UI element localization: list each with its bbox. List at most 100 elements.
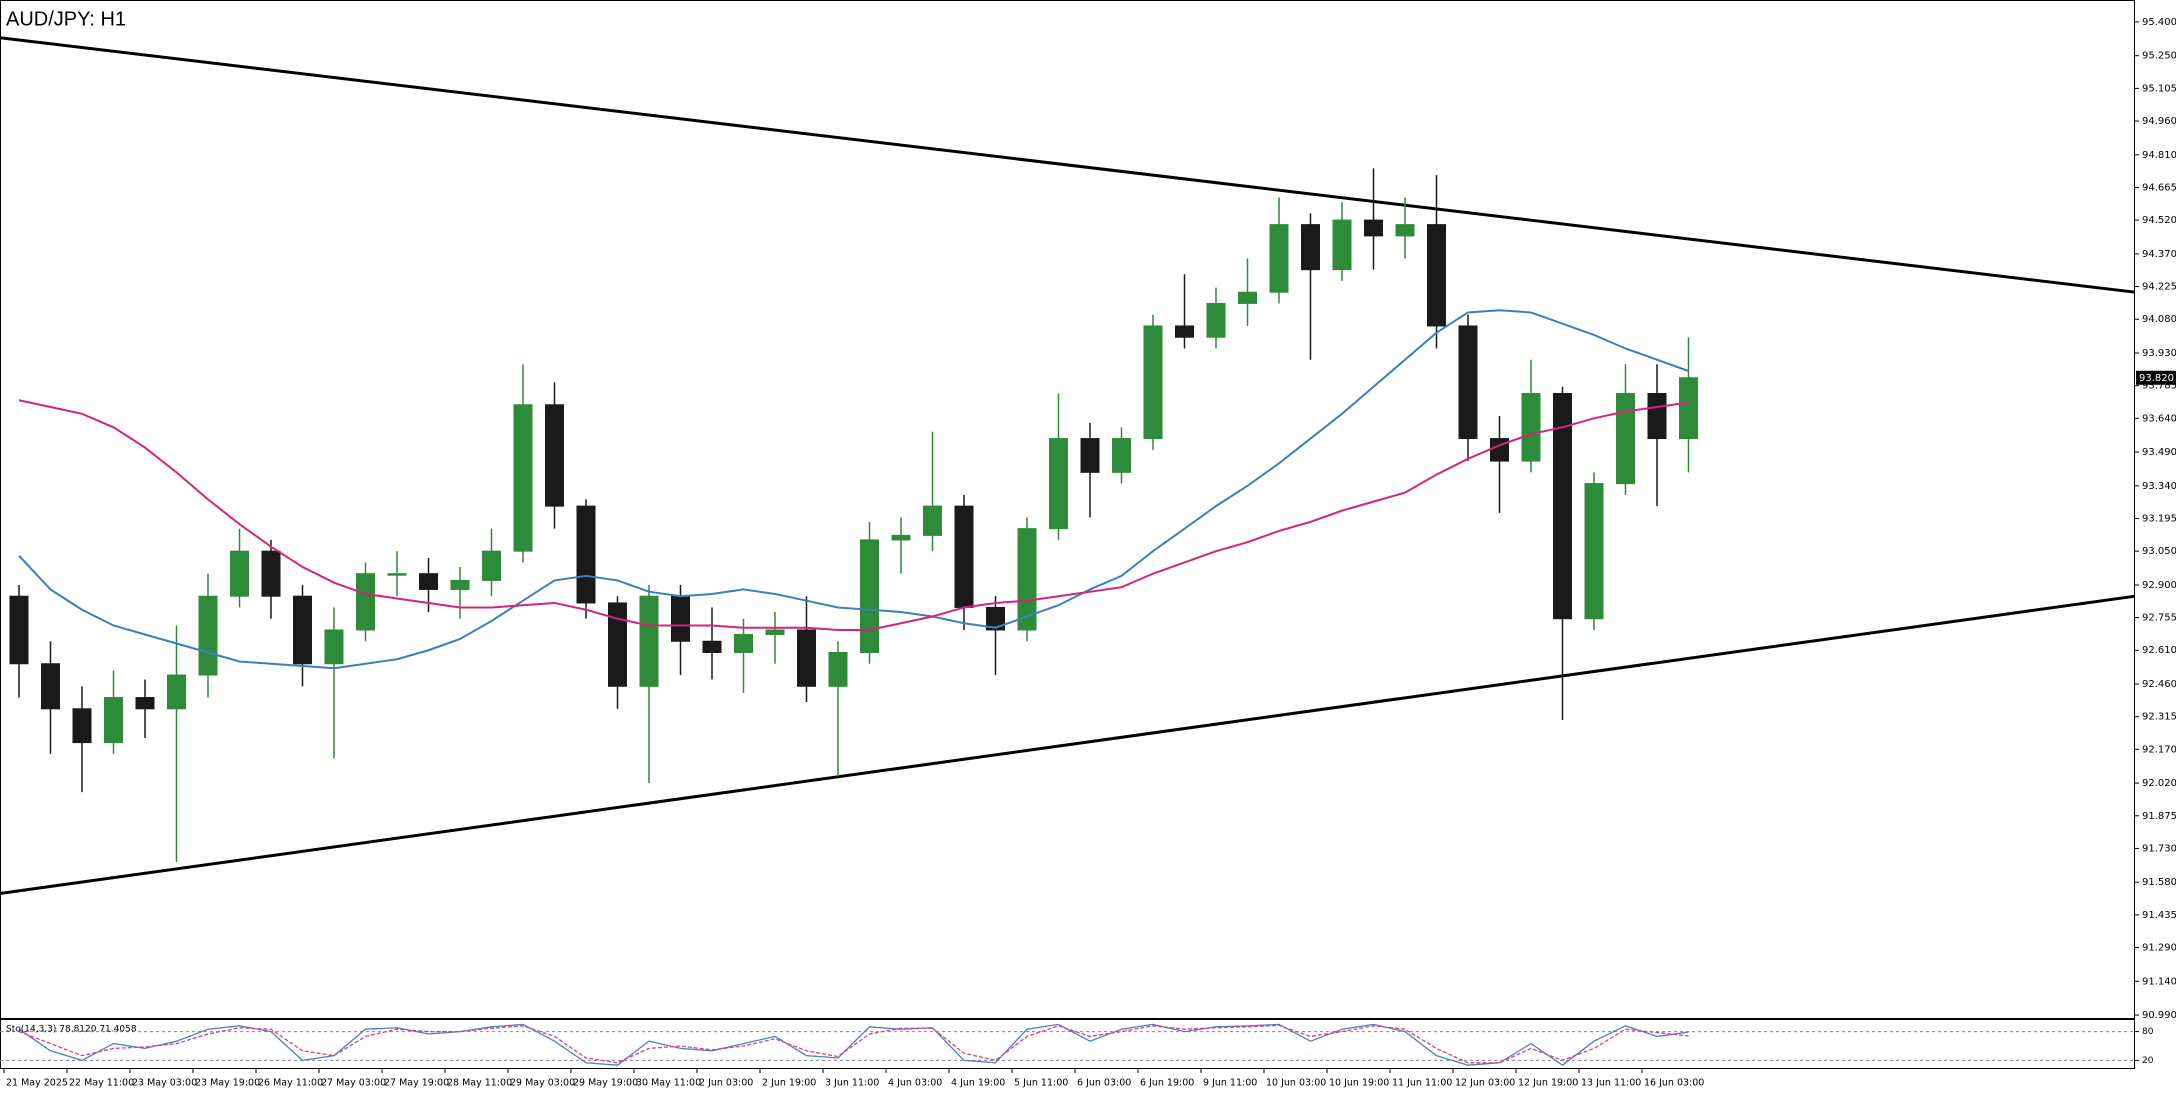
- y-tick-label: 93.640: [2142, 413, 2176, 424]
- y-tick-label: 94.960: [2142, 116, 2176, 127]
- candle-body: [1269, 224, 1289, 293]
- candle-body: [1616, 393, 1635, 485]
- y-tick-label: 91.580: [2142, 877, 2176, 888]
- x-tick-label: 12 Jun 03:00: [1455, 1078, 1515, 1089]
- y-tick-label: 90.990: [2142, 1010, 2176, 1021]
- candle-body: [324, 629, 344, 665]
- x-tick-label: 28 May 11:00: [447, 1078, 512, 1089]
- candle-body: [1112, 438, 1131, 473]
- candle-body: [545, 404, 564, 507]
- x-tick-label: 9 Jun 11:00: [1203, 1078, 1257, 1089]
- candle-body: [1395, 224, 1415, 237]
- y-tick-label: 94.080: [2142, 314, 2176, 325]
- x-tick-label: 16 Jun 03:00: [1644, 1078, 1704, 1089]
- x-tick-label: 4 Jun 03:00: [888, 1078, 942, 1089]
- y-tick-label: 95.250: [2142, 51, 2176, 62]
- candle-body: [1175, 325, 1194, 338]
- candle-body: [1049, 438, 1068, 530]
- plot-frame: [0, 0, 2135, 1069]
- candle-body: [1080, 438, 1100, 473]
- candle-body: [1301, 224, 1320, 271]
- candle-body: [41, 663, 60, 710]
- y-tick-label: 91.730: [2142, 843, 2176, 854]
- candle-body: [1458, 325, 1478, 440]
- indicator-line: [18, 1024, 1689, 1064]
- candle-body: [765, 629, 785, 635]
- candle-body: [1427, 224, 1446, 327]
- x-tick-label: 10 Jun 19:00: [1329, 1078, 1389, 1089]
- y-tick-label: 91.140: [2142, 976, 2176, 987]
- candle-body: [639, 595, 659, 687]
- y-tick-label: 91.435: [2142, 910, 2176, 921]
- y-tick-label: 92.610: [2142, 645, 2176, 656]
- y-tick-label: 95.400: [2142, 17, 2176, 28]
- candle-body: [608, 602, 627, 687]
- trendline: [0, 36, 2136, 294]
- x-tick-label: 11 Jun 11:00: [1392, 1078, 1452, 1089]
- candle-body: [797, 629, 816, 687]
- x-tick-label: 27 May 19:00: [384, 1078, 449, 1089]
- candle-body: [482, 550, 501, 581]
- candle-body: [356, 573, 375, 631]
- candle-body: [986, 606, 1005, 631]
- candle-body: [1521, 393, 1541, 462]
- candle-body: [135, 697, 155, 710]
- y-tick-label: 93.930: [2142, 348, 2176, 359]
- x-tick-label: 23 May 19:00: [195, 1078, 260, 1089]
- candle-body: [1206, 302, 1226, 338]
- candle-body: [198, 595, 218, 676]
- candle-body: [576, 505, 596, 604]
- x-tick-label: 6 Jun 19:00: [1140, 1078, 1194, 1089]
- y-tick-label: 93.490: [2142, 447, 2176, 458]
- x-tick-label: 22 May 11:00: [69, 1078, 134, 1089]
- candle-body: [954, 505, 974, 608]
- x-tick-label: 6 Jun 03:00: [1077, 1078, 1131, 1089]
- y-tick-label: 93.195: [2142, 514, 2176, 525]
- candle-body: [1332, 219, 1352, 271]
- y-tick-label: 20: [2142, 1056, 2154, 1066]
- y-tick-label: 92.170: [2142, 744, 2176, 755]
- y-tick-label: 93.340: [2142, 481, 2176, 492]
- candle-body: [860, 539, 879, 654]
- candle-body: [230, 550, 249, 597]
- candle-body: [828, 652, 848, 687]
- y-tick-label: 92.315: [2142, 712, 2176, 723]
- candle-body: [9, 595, 29, 665]
- candle-body: [702, 640, 722, 654]
- x-tick-label: 27 May 03:00: [321, 1078, 386, 1089]
- x-tick-label: 26 May 11:00: [258, 1078, 323, 1089]
- candle-body: [1490, 438, 1509, 462]
- x-tick-label: 3 Jun 11:00: [825, 1078, 879, 1089]
- trendline: [0, 594, 2136, 895]
- candle-body: [167, 674, 186, 710]
- y-tick-label: 93.785: [2142, 381, 2176, 392]
- candle-body: [891, 534, 911, 541]
- indicator-label: Sto(14,3,3) 78.8120 71.4058: [6, 1025, 137, 1035]
- candle-body: [419, 573, 438, 590]
- moving-average: [18, 309, 1689, 670]
- x-tick-label: 2 Jun 19:00: [762, 1078, 816, 1089]
- x-tick-label: 4 Jun 19:00: [951, 1078, 1005, 1089]
- y-tick-label: 94.810: [2142, 150, 2176, 161]
- x-tick-label: 10 Jun 03:00: [1266, 1078, 1326, 1089]
- y-tick-label: 80: [2142, 1027, 2154, 1037]
- candle-body: [293, 595, 312, 665]
- y-tick-label: 92.755: [2142, 613, 2176, 624]
- candle-body: [1017, 528, 1037, 631]
- candle-body: [1364, 219, 1383, 237]
- y-tick-label: 94.520: [2142, 215, 2176, 226]
- x-tick-label: 30 May 11:00: [636, 1078, 701, 1089]
- candle-body: [72, 708, 92, 744]
- candle-body: [1238, 291, 1257, 304]
- y-tick-label: 91.875: [2142, 811, 2176, 822]
- candle-body: [1143, 325, 1163, 440]
- y-tick-label: 94.225: [2142, 282, 2176, 293]
- candle-body: [1679, 377, 1698, 440]
- moving-average: [18, 399, 1689, 631]
- candle-body: [261, 550, 281, 597]
- x-tick-label: 2 Jun 03:00: [699, 1078, 753, 1089]
- y-tick-label: 94.370: [2142, 249, 2176, 260]
- x-tick-label: 13 Jun 11:00: [1581, 1078, 1641, 1089]
